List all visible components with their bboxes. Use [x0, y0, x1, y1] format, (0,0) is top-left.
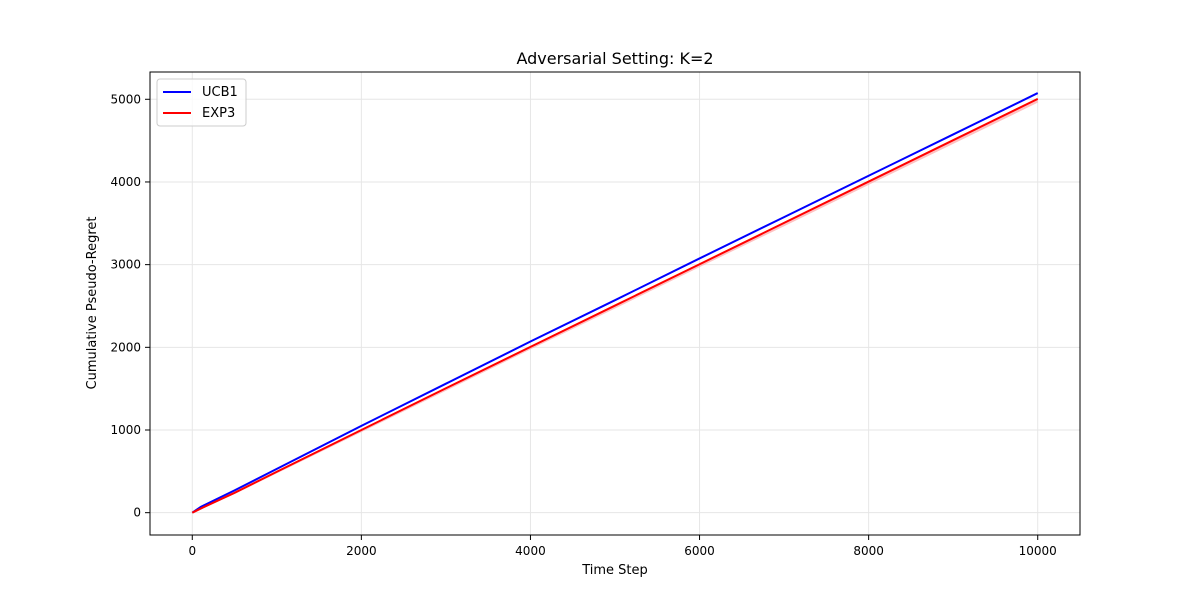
legend: UCB1 EXP3 — [156, 78, 247, 127]
x-tick-label: 8000 — [853, 544, 884, 558]
x-tick-label: 6000 — [684, 544, 715, 558]
x-tick-label: 4000 — [515, 544, 546, 558]
chart-title: Adversarial Setting: K=2 — [516, 49, 713, 68]
x-tick-label: 0 — [188, 544, 196, 558]
x-axis-label: Time Step — [581, 563, 648, 578]
x-tick-label: 2000 — [346, 544, 377, 558]
y-tick-label: 3000 — [110, 258, 141, 272]
series-line-exp3 — [191, 97, 1039, 514]
plot-frame — [149, 71, 1081, 536]
legend-entries: UCB1 EXP3 — [163, 85, 238, 121]
x-axis-ticks: 0 2000 4000 6000 8000 10000 — [188, 535, 1057, 558]
y-tick-label: 1000 — [110, 423, 141, 437]
series-line-ucb1 — [191, 92, 1039, 514]
y-tick-label: 5000 — [110, 92, 141, 106]
legend-box — [156, 78, 247, 127]
y-axis-label: Cumulative Pseudo-Regret — [85, 217, 100, 390]
y-tick-label: 4000 — [110, 175, 141, 189]
legend-label-ucb1: UCB1 — [202, 85, 238, 100]
legend-label-exp3: EXP3 — [202, 106, 235, 121]
x-tick-label: 10000 — [1019, 544, 1057, 558]
series-lines — [191, 92, 1039, 514]
y-tick-label: 0 — [133, 506, 141, 520]
y-axis-ticks: 0 1000 2000 3000 4000 5000 — [110, 92, 150, 520]
y-tick-label: 2000 — [110, 340, 141, 354]
grid-lines — [150, 72, 1080, 535]
